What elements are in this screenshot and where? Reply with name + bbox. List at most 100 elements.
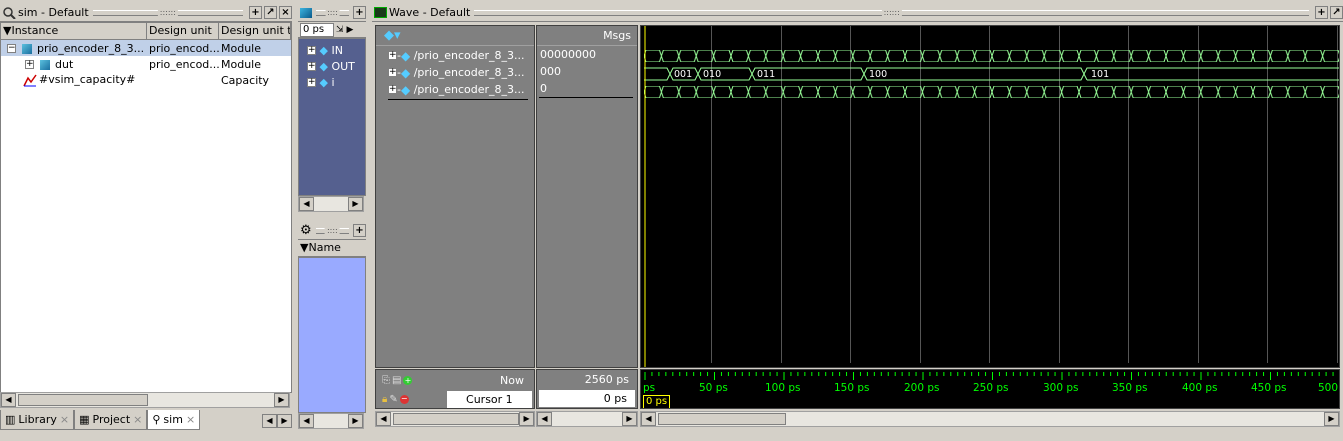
- scroll-left-button[interactable]: ◀: [299, 414, 314, 428]
- signal-icon: ◆: [400, 82, 411, 97]
- list-item[interactable]: + ◆ IN: [307, 43, 343, 57]
- scroll-thumb[interactable]: [392, 413, 520, 425]
- names-hscrollbar[interactable]: ◀ ▶: [375, 411, 535, 427]
- ruler-label: 400 ps: [1182, 382, 1218, 394]
- cursor-time-marker[interactable]: 0 ps: [643, 395, 671, 408]
- ruler-ticks: [644, 372, 1334, 380]
- close-icon[interactable]: ×: [133, 413, 143, 426]
- wave-values-pane: Msgs 00000000 000 0: [536, 25, 638, 368]
- now-cursor-names: ⎘ ▤ + Now 🔒︎ ✎ − Cursor 1: [375, 369, 535, 409]
- tab-scroll-left[interactable]: ◀: [262, 414, 277, 428]
- bus-value: 001: [674, 69, 693, 80]
- wave-hscrollbar[interactable]: ◀ ▶: [640, 411, 1340, 427]
- panel-drag-handle[interactable]: ::::::: [92, 7, 243, 17]
- maximize-button[interactable]: +: [353, 6, 366, 19]
- edit-icon[interactable]: ✎: [389, 394, 398, 405]
- signal-icon: ◆: [319, 59, 328, 73]
- scroll-left-button[interactable]: ◀: [299, 197, 314, 211]
- sim-panel-titlebar[interactable]: sim - Default :::::: + ↗ ×: [0, 4, 292, 22]
- scroll-right-button[interactable]: ▶: [274, 393, 289, 407]
- time-field[interactable]: 0 ps: [300, 22, 334, 37]
- scroll-right-button[interactable]: ▶: [348, 197, 363, 211]
- scroll-left-button[interactable]: ◀: [1, 393, 16, 407]
- play-icon[interactable]: ▶: [346, 24, 354, 35]
- add-cursor-icon[interactable]: ⎘: [382, 374, 390, 386]
- wave-menu-icon[interactable]: ◆▾: [384, 28, 401, 43]
- bus-value: 100: [869, 69, 888, 80]
- ruler-label: 250 ps: [973, 382, 1009, 394]
- sim-hscrollbar[interactable]: ◀ ▶: [0, 392, 290, 408]
- close-icon[interactable]: ×: [59, 413, 70, 426]
- close-icon[interactable]: ×: [185, 413, 196, 426]
- waveform-area[interactable]: 001 010 011 100 101: [640, 25, 1340, 368]
- list-item[interactable]: + ◆ i: [307, 75, 335, 89]
- tab-sim[interactable]: ⚲ sim ×: [147, 410, 201, 430]
- scroll-thumb[interactable]: [18, 394, 148, 406]
- scroll-right-button[interactable]: ▶: [348, 414, 363, 428]
- ruler-label: 500: [1318, 382, 1339, 394]
- scroll-left-button[interactable]: ◀: [537, 412, 552, 426]
- signal-icon: ◆: [319, 43, 328, 57]
- scroll-right-button[interactable]: ▶: [519, 412, 534, 426]
- scroll-thumb[interactable]: [658, 413, 786, 425]
- module-icon: [21, 43, 32, 54]
- panel-drag-handle[interactable]: ::::::: [474, 7, 1309, 17]
- tab-library[interactable]: ▥ Library ×: [0, 410, 75, 430]
- scroll-right-button[interactable]: ▶: [622, 412, 637, 426]
- column-design-unit[interactable]: Design unit: [147, 23, 219, 39]
- sim-panel: sim - Default :::::: + ↗ × ▼Instance Des…: [0, 4, 292, 441]
- project-icon: ▦: [79, 413, 90, 426]
- tab-project[interactable]: ▦ Project ×: [74, 410, 148, 430]
- wave-signal-row[interactable]: + - ◆ /prio_encoder_8_3...: [388, 48, 525, 63]
- table-row[interactable]: #vsim_capacity# Capacity: [1, 72, 291, 88]
- wave-signal-row[interactable]: + - ◆ /prio_encoder_8_3...: [388, 82, 525, 97]
- now-label: Now: [500, 373, 524, 387]
- panel-drag-handle[interactable]: ::::: [316, 7, 349, 17]
- insertion-line: [539, 97, 633, 98]
- wave-title: Wave - Default: [389, 6, 471, 19]
- table-row[interactable]: + dut prio_encod... Module: [1, 56, 291, 72]
- lock-icon[interactable]: 🔒︎: [382, 394, 388, 405]
- column-design-unit-type[interactable]: Design unit typ: [219, 23, 291, 39]
- column-name[interactable]: ▼Name: [300, 241, 341, 254]
- maximize-button[interactable]: +: [1315, 6, 1328, 19]
- time-ruler: ps 50 ps 100 ps 150 ps 200 ps 250 ps 300…: [640, 369, 1340, 409]
- cursor-name-field[interactable]: Cursor 1: [446, 391, 532, 408]
- scroll-left-button[interactable]: ◀: [376, 412, 391, 426]
- panel-drag-handle[interactable]: ::::: [315, 225, 349, 235]
- ruler-label: 350 ps: [1112, 382, 1148, 394]
- ruler-label: ps: [643, 382, 656, 394]
- scroll-left-button[interactable]: ◀: [641, 412, 656, 426]
- objects-icon: [300, 7, 312, 18]
- column-instance[interactable]: ▼Instance: [1, 23, 147, 39]
- wave-titlebar[interactable]: Wave - Default :::::: + ↗: [372, 4, 1343, 22]
- module-icon: [39, 59, 50, 70]
- close-button[interactable]: ×: [279, 6, 292, 19]
- process-hscrollbar[interactable]: ◀ ▶: [298, 413, 364, 429]
- maximize-button[interactable]: +: [249, 6, 262, 19]
- process-titlebar[interactable]: ⚙ :::: +: [298, 222, 366, 240]
- tab-scroll-right[interactable]: ▶: [277, 414, 292, 428]
- insertion-line: [388, 99, 528, 100]
- expand-icon[interactable]: +: [25, 59, 34, 69]
- wave-signal-row[interactable]: + - ◆ /prio_encoder_8_3...: [388, 65, 525, 80]
- undock-button[interactable]: ↗: [1330, 6, 1343, 19]
- minus-circle-icon[interactable]: −: [399, 394, 409, 404]
- now-cursor-values: 2560 ps 0 ps: [536, 369, 638, 409]
- signal-value: 00000000: [540, 48, 596, 61]
- objects-titlebar[interactable]: :::: +: [298, 4, 366, 22]
- scroll-right-button[interactable]: ▶: [1324, 412, 1339, 426]
- values-hscrollbar[interactable]: ◀ ▶: [536, 411, 638, 427]
- cursor-icon[interactable]: ▤: [392, 374, 402, 386]
- process-table-header: ▼Name: [298, 240, 366, 257]
- table-row[interactable]: − prio_encoder_8_3... prio_encod... Modu…: [1, 40, 291, 56]
- undock-button[interactable]: ↗: [264, 6, 277, 19]
- maximize-button[interactable]: +: [353, 224, 366, 237]
- plus-circle-icon[interactable]: +: [403, 375, 413, 385]
- objects-hscrollbar[interactable]: ◀ ▶: [298, 196, 364, 212]
- step-icon[interactable]: ⇲: [336, 24, 344, 35]
- type-cell: Module: [221, 41, 261, 55]
- list-item[interactable]: + ◆ OUT: [307, 59, 355, 73]
- collapse-icon[interactable]: −: [7, 43, 16, 53]
- wave-names-pane: ◆▾ + - ◆ /prio_encoder_8_3... + - ◆ /prio_en…: [375, 25, 535, 368]
